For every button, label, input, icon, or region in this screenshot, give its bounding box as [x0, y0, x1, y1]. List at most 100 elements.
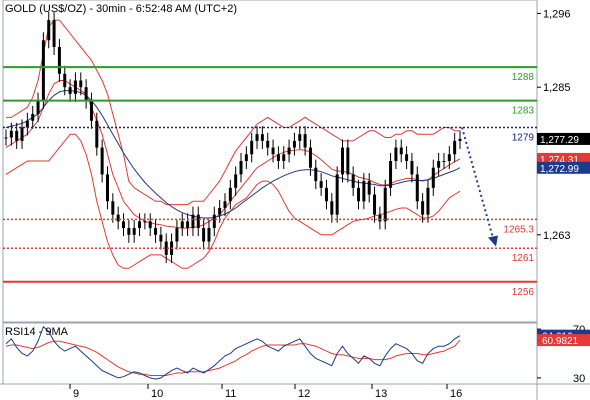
candle-body [143, 221, 147, 223]
candle-body [239, 161, 243, 175]
candle-body [73, 80, 77, 94]
ma-red-line [5, 80, 461, 229]
candle-body [95, 120, 99, 148]
candle-body [9, 130, 13, 138]
candle-body [410, 161, 414, 175]
rsi-panel [2, 322, 538, 385]
candle-body [250, 140, 254, 155]
candle-body [324, 187, 328, 202]
y-tick-label: 1,263 [543, 230, 571, 242]
candle-body [234, 174, 238, 188]
candle-body [223, 201, 227, 208]
candle-body [442, 161, 446, 162]
candle-body [351, 174, 355, 188]
candle-body [399, 147, 403, 155]
candle-body [63, 73, 67, 88]
candle-body [41, 40, 45, 101]
x-tick-label: 16 [450, 388, 462, 400]
candle-body [319, 181, 323, 188]
candle-body [57, 46, 61, 74]
candle-body [127, 228, 131, 235]
rsi-tag-box [537, 334, 590, 347]
candle-body [340, 147, 344, 175]
candle-body [52, 20, 56, 47]
candle-body [186, 221, 190, 229]
candle-body [84, 87, 88, 101]
candle-body [389, 161, 393, 188]
candle-body [164, 241, 168, 255]
candle-body [47, 20, 51, 41]
candle-body [68, 87, 72, 94]
price-tag-label: 1,272.99 [540, 164, 579, 175]
candle-body [260, 134, 264, 141]
candle-body [405, 154, 409, 161]
rsi-y-tick-label: 30 [573, 373, 585, 385]
candle-body [266, 140, 270, 148]
candle-body [15, 130, 19, 141]
rsi-line [5, 325, 461, 380]
forecast-arrowhead [488, 235, 498, 247]
candle-body [394, 147, 398, 161]
candle-body [218, 207, 222, 215]
y-tick-label: 1,285 [543, 82, 571, 94]
x-tick-label: 10 [151, 388, 163, 400]
candle-body [447, 154, 451, 161]
candle-body [335, 174, 339, 215]
candle-body [292, 140, 296, 148]
candle-body [282, 154, 286, 161]
price-tag-box [537, 161, 590, 174]
chart-title: GOLD (US$/OZ) - 30min - 6:52:48 AM (UTC+… [5, 3, 237, 15]
candle-body [330, 201, 334, 215]
price-tag-label: 1,274.31 [540, 155, 579, 166]
candle-body [154, 228, 158, 235]
candle-body [148, 221, 152, 229]
candle-body [89, 100, 93, 121]
level-label-1283: 1283 [512, 106, 535, 117]
candle-body [378, 214, 382, 222]
candle-body [180, 221, 184, 229]
candle-body [228, 187, 232, 202]
candle-body [31, 114, 35, 121]
candle-body [276, 154, 280, 161]
x-tick-label: 13 [375, 388, 387, 400]
price-tag-box [537, 132, 590, 145]
candle-body [431, 167, 435, 188]
candle-body [308, 147, 312, 168]
candle-body [357, 187, 361, 202]
candle-body [105, 174, 109, 202]
candle-body [383, 187, 387, 222]
level-label-1261: 1261 [512, 253, 535, 264]
candle-body [122, 221, 126, 229]
candle-body [453, 140, 457, 155]
candle-body [346, 147, 350, 175]
level-label-1288: 1288 [512, 72, 535, 83]
candle-body [4, 137, 8, 139]
candle-body [367, 181, 371, 195]
x-tick-label: 9 [73, 388, 79, 400]
candle-body [314, 167, 318, 182]
candle-body [20, 127, 24, 141]
candles-group [4, 12, 462, 263]
candle-body [79, 80, 83, 88]
level-label-1265-3: 1265.3 [503, 224, 534, 235]
candle-body [202, 228, 206, 242]
candle-body [287, 147, 291, 155]
ma-blue-line [5, 90, 461, 219]
candle-body [116, 214, 120, 222]
y-tick-label: 1,296 [543, 8, 571, 20]
candle-body [36, 100, 40, 115]
candle-body [437, 161, 441, 168]
candle-body [175, 228, 179, 242]
candle-body [415, 174, 419, 202]
candle-body [25, 120, 29, 128]
candle-body [303, 134, 307, 148]
candle-body [111, 201, 115, 215]
candle-body [212, 214, 216, 229]
candle-body [298, 134, 302, 141]
candle-body [138, 221, 142, 229]
candle-body [362, 181, 366, 202]
rsi-ma-line [5, 339, 461, 376]
candle-body [373, 194, 377, 215]
